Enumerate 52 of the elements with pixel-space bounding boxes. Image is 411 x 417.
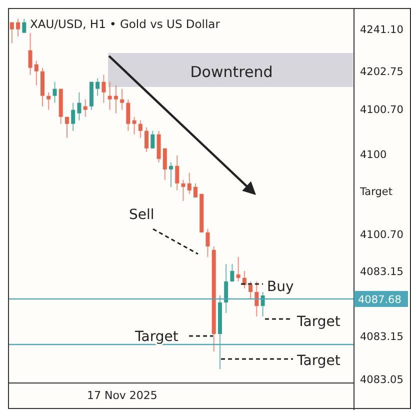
candlestick (175, 154, 180, 191)
candlestick (114, 84, 118, 114)
candlestick (34, 60, 38, 86)
candlestick (162, 148, 167, 180)
candlestick (102, 74, 106, 104)
candlestick (187, 172, 192, 194)
annotation: Sell (129, 207, 154, 223)
candlestick (224, 263, 228, 314)
candlestick (126, 98, 130, 132)
candlestick (108, 81, 112, 110)
candlestick (230, 263, 234, 282)
annotation: Downtrend (190, 63, 273, 81)
candlestick (248, 280, 253, 300)
candlestick (83, 98, 88, 118)
candlestick (16, 18, 20, 37)
candlestick (77, 92, 82, 121)
candlestick (206, 228, 210, 258)
annotation: Target (134, 329, 179, 345)
candlestick (46, 92, 51, 110)
candlestick (52, 81, 57, 104)
candlestick (260, 291, 265, 317)
candlestick (181, 179, 186, 202)
text: Buy (267, 279, 294, 295)
text: 4100.70 (360, 104, 404, 116)
candlestick (132, 116, 136, 135)
candlestick (193, 182, 198, 198)
x-tick-label: 17 Nov 2025 (86, 388, 158, 402)
candlestick (71, 102, 76, 132)
candlestick (169, 162, 174, 188)
candlestick (10, 22, 14, 44)
chart-title: XAU/USD, H1 • Gold vs US Dollar (30, 17, 220, 31)
candlestick (150, 130, 155, 149)
candlestick (254, 280, 259, 317)
text: Target (359, 186, 392, 198)
text: Target (296, 353, 341, 369)
candlestick (236, 256, 240, 282)
text: 4087.68 (358, 294, 402, 306)
candlestick (64, 116, 69, 138)
text: 4083.15 (360, 266, 404, 278)
text: 4241.10 (360, 24, 404, 36)
candlestick (22, 18, 26, 34)
candlestick (138, 120, 142, 138)
text: 4100 (360, 149, 387, 161)
text: 4083.15 (360, 331, 404, 343)
text: 4202.75 (360, 66, 404, 78)
candlestick (28, 32, 32, 76)
candlestick (120, 88, 124, 110)
candlestick (96, 78, 100, 96)
text: Target (296, 314, 341, 330)
text: 4100.70 (360, 229, 404, 241)
text: 4083.05 (360, 374, 404, 386)
candlestick (144, 126, 149, 152)
